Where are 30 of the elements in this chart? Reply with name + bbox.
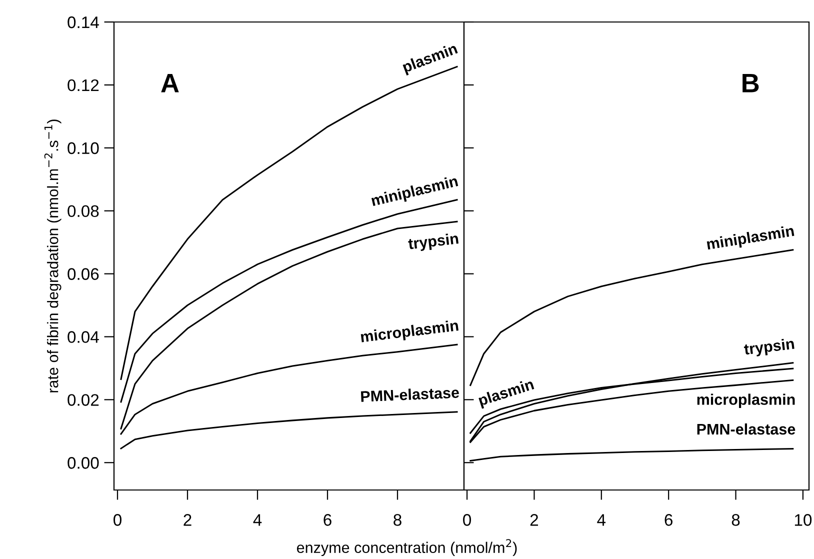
legend-label: PMN-elastase bbox=[360, 386, 460, 402]
y-tick-label: 0.08 bbox=[68, 205, 99, 218]
text: miniplasmin bbox=[706, 224, 795, 253]
x-tick-label: 4 bbox=[253, 514, 262, 526]
x-tick-label: 10 bbox=[794, 514, 812, 526]
legend-label: microplasmin bbox=[360, 319, 459, 346]
series-label: microplasmin bbox=[697, 394, 795, 408]
y-tick-label: 0.12 bbox=[68, 79, 99, 92]
annotation: B bbox=[742, 74, 759, 92]
x-tick-label: 2 bbox=[184, 514, 192, 526]
x-tick-label: 6 bbox=[664, 514, 672, 526]
y-tick-label: 0.04 bbox=[68, 331, 99, 343]
x-tick-label: 8 bbox=[394, 514, 402, 526]
y-tick-label: 0.02 bbox=[68, 394, 99, 406]
text: trypsin bbox=[744, 338, 795, 358]
y-tick-label: 0.10 bbox=[68, 142, 99, 154]
x-tick-label: 2 bbox=[530, 514, 538, 526]
x-axis-title: enzyme concentration (nmol/m$^{2}$) bbox=[296, 539, 517, 556]
y-axis-title: rate of fibrin degradation (nmol.m$^{−2}$.s$^{−1}$) bbox=[44, 120, 62, 392]
series-label: PMN-elastase bbox=[697, 423, 796, 435]
text: trypsin bbox=[408, 232, 459, 252]
y-tick-label: 0.00 bbox=[68, 457, 99, 469]
annotation: A bbox=[161, 74, 179, 92]
y-tick-label: 0.06 bbox=[68, 268, 99, 280]
x-tick-label: 8 bbox=[732, 514, 740, 526]
x-tick-label: 0 bbox=[463, 514, 472, 526]
x-tick-label: 4 bbox=[597, 514, 606, 526]
y-tick-label: 0.14 bbox=[68, 16, 99, 28]
x-tick-label: 6 bbox=[324, 514, 332, 526]
x-tick-label: 0 bbox=[114, 514, 122, 526]
